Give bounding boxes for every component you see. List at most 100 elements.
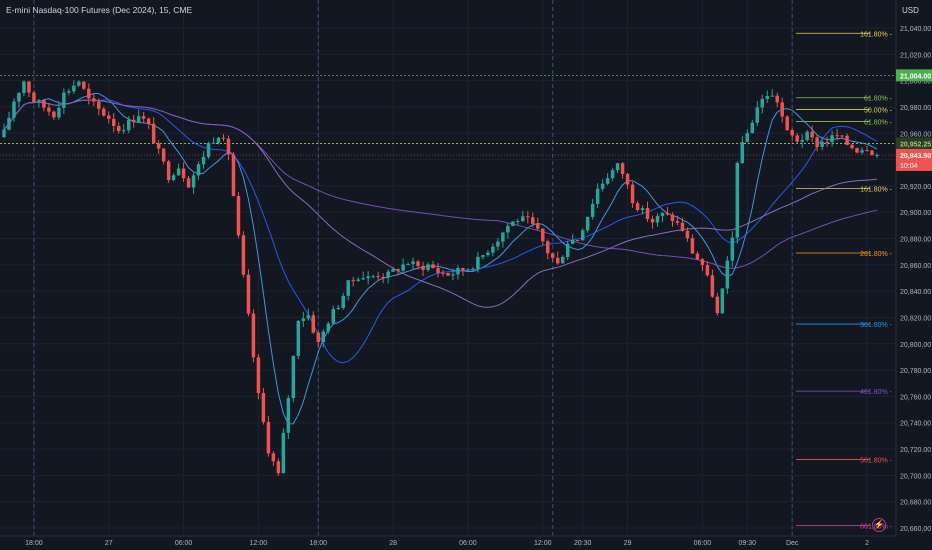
candle xyxy=(281,428,286,474)
candle xyxy=(52,110,56,120)
candle xyxy=(840,135,844,139)
candle-body xyxy=(795,135,799,142)
candle xyxy=(27,80,31,98)
fib-level-label: 161.80% - xyxy=(860,187,893,194)
candle-body xyxy=(381,276,385,278)
moving-average-line xyxy=(3,99,878,308)
candle-body xyxy=(501,232,505,242)
candle-body xyxy=(481,255,485,257)
candle-body xyxy=(820,141,824,147)
candle xyxy=(211,137,216,144)
candle xyxy=(97,98,101,116)
candle-body xyxy=(521,216,525,222)
candle xyxy=(785,115,789,131)
candle-body xyxy=(42,100,46,108)
candle-body xyxy=(146,118,151,124)
candle xyxy=(241,231,246,278)
candle-body xyxy=(655,215,660,223)
candle xyxy=(491,243,495,257)
lightning-icon[interactable]: ⚡ xyxy=(872,518,886,532)
currency-label[interactable]: USD xyxy=(902,6,919,15)
chart-title[interactable]: E-mini Nasdaq-100 Futures (Dec 2024), 15… xyxy=(6,5,193,15)
candle-body xyxy=(126,119,131,131)
candle-body xyxy=(72,85,76,92)
candle xyxy=(57,101,61,120)
last-price-countdown: 10:04 xyxy=(900,163,918,170)
fib-level-label: 161.80% - xyxy=(860,31,893,38)
candle xyxy=(536,217,540,231)
candle-body xyxy=(610,170,615,179)
last-price-tag: 20,943.50 xyxy=(900,153,931,160)
candle xyxy=(341,292,345,310)
candle xyxy=(521,210,525,222)
price-tick-label: 20,660.00 xyxy=(900,526,931,533)
candle xyxy=(850,143,854,150)
price-tick-label: 20,920.00 xyxy=(900,184,931,191)
candle-body xyxy=(67,91,71,93)
candle-body xyxy=(536,223,540,229)
candle xyxy=(391,266,395,272)
candle xyxy=(805,129,809,142)
candle-body xyxy=(2,129,6,138)
candle-body xyxy=(640,208,645,211)
candle-body xyxy=(131,119,136,123)
candle-body xyxy=(171,175,176,180)
candle-body xyxy=(136,116,141,123)
candle xyxy=(570,234,575,245)
candle-body xyxy=(291,355,296,399)
candle xyxy=(471,266,475,272)
candle-body xyxy=(546,241,550,254)
candle xyxy=(2,123,6,138)
candle-body xyxy=(770,95,774,97)
candle-body xyxy=(590,203,595,217)
candle-body xyxy=(496,241,500,247)
candle xyxy=(810,125,814,142)
candle xyxy=(461,267,465,276)
candle-body xyxy=(511,221,515,226)
candle xyxy=(37,98,41,108)
candle-body xyxy=(695,253,700,260)
candle-body xyxy=(316,332,321,343)
price-tick-label: 21,000.00 xyxy=(900,79,931,86)
candle-body xyxy=(471,268,475,270)
candle xyxy=(610,167,615,181)
candle-body xyxy=(116,126,121,132)
candle-body xyxy=(391,269,395,272)
time-tick-label: Dec xyxy=(786,540,799,547)
candle xyxy=(12,98,16,122)
candle xyxy=(795,133,799,144)
candle xyxy=(780,97,784,123)
candle-body xyxy=(580,230,585,241)
candle-body xyxy=(271,453,276,462)
price-tick-label: 20,820.00 xyxy=(900,315,931,322)
candle xyxy=(630,181,635,208)
candle-body xyxy=(780,102,784,117)
candle-body xyxy=(57,107,61,118)
candle-body xyxy=(785,116,789,131)
candle xyxy=(705,261,710,277)
price-tick-label: 20,840.00 xyxy=(900,289,931,296)
candle xyxy=(595,183,600,208)
candle xyxy=(451,268,455,281)
candle-body xyxy=(585,216,590,231)
candle-body xyxy=(201,156,206,165)
time-tick-label: 2 xyxy=(865,540,869,547)
candle-body xyxy=(560,256,565,264)
candle-body xyxy=(87,88,91,99)
candle xyxy=(62,88,66,114)
candle xyxy=(126,116,131,134)
candle-body xyxy=(236,195,241,236)
candle xyxy=(426,262,430,272)
price-tick-label: 20,780.00 xyxy=(900,368,931,375)
moving-average-line xyxy=(3,99,878,269)
candle-body xyxy=(246,274,251,314)
candle xyxy=(351,276,355,287)
candle xyxy=(151,117,156,144)
candle-body xyxy=(875,154,879,156)
candle xyxy=(296,320,301,360)
candle xyxy=(481,255,485,260)
candle xyxy=(176,163,181,176)
candle xyxy=(136,109,141,123)
candle-body xyxy=(161,148,166,162)
